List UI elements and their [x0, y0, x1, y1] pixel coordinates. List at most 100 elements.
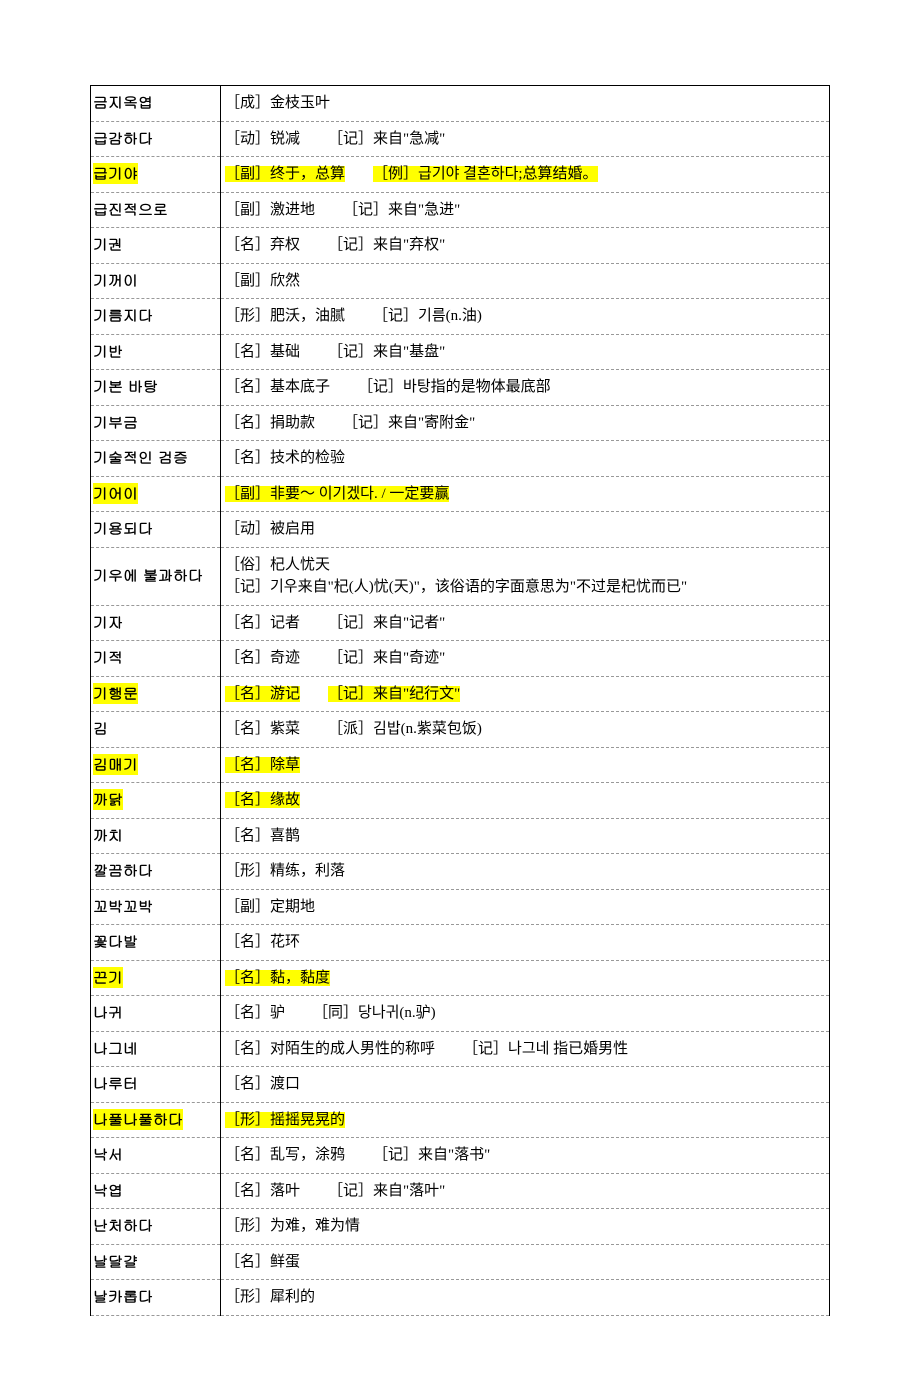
term-text: 급진적으로	[93, 199, 168, 220]
term-text: 까닭	[93, 789, 123, 810]
definition-segment: ［名］捐助款	[225, 415, 315, 431]
term-text: 기본 바탕	[93, 376, 158, 397]
term-cell: 낙서	[91, 1138, 221, 1174]
definition-segment: ［动］被启用	[225, 521, 315, 537]
table-row: 낙엽 ［名］落叶［记］来自"落叶"	[91, 1173, 830, 1209]
term-text: 기행문	[93, 683, 138, 704]
term-cell: 나귀	[91, 996, 221, 1032]
table-row: 끈기［名］黏，黏度	[91, 960, 830, 996]
term-text: 깔끔하다	[93, 860, 153, 881]
table-row: 급기야［副］终于，总算［例］급기야 결혼하다;总算结婚。	[91, 157, 830, 193]
table-row: 기자 ［名］记者［记］来自"记者"	[91, 605, 830, 641]
term-cell: 나루터	[91, 1067, 221, 1103]
table-row: 나그네 ［名］对陌生的成人男性的称呼 ［记］나그네 指已婚男性	[91, 1031, 830, 1067]
definition-cell: ［名］对陌生的成人男性的称呼 ［记］나그네 指已婚男性	[221, 1031, 830, 1067]
table-row: 기반［名］基础［记］来自"基盘"	[91, 334, 830, 370]
term-text: 날카롭다	[93, 1286, 153, 1307]
term-text: 기반	[93, 341, 123, 362]
term-text: 기자	[93, 612, 123, 633]
definition-segment: ［副］激进地	[225, 202, 315, 218]
term-cell: 기자	[91, 605, 221, 641]
term-text: 급기야	[93, 163, 138, 184]
table-row: 금지옥엽［成］金枝玉叶	[91, 86, 830, 122]
definition-segment: ［记］바탕指的是物体最底部	[358, 379, 551, 395]
term-cell: 나그네	[91, 1031, 221, 1067]
definition-segment: ［形］肥沃，油腻	[225, 308, 345, 324]
definition-segment: ［名］对陌生的成人男性的称呼	[225, 1041, 435, 1057]
term-text: 기어이	[93, 483, 138, 504]
definition-cell: ［名］花环	[221, 925, 830, 961]
term-cell: 기권	[91, 228, 221, 264]
definition-segment: ［名］基础	[225, 344, 300, 360]
definition-segment: ［名］驴	[225, 1005, 285, 1021]
table-row: 기우에 불과하다［俗］杞人忧天［记］기우来自"杞(人)忧(天)"，该俗语的字面意…	[91, 547, 830, 605]
definition-segment: ［成］金枝玉叶	[225, 95, 330, 111]
term-text: 기술적인 검증	[93, 447, 188, 468]
definition-cell: ［名］记者［记］来自"记者"	[221, 605, 830, 641]
table-row: 기행문［名］游记［记］来自"纪行文"	[91, 676, 830, 712]
term-text: 날달걀	[93, 1251, 138, 1272]
term-text: 기름지다	[93, 305, 153, 326]
definition-cell: ［形］肥沃，油腻［记］기름(n.油)	[221, 299, 830, 335]
vocab-table: 금지옥엽［成］金枝玉叶급감하다［动］锐减［记］来自"急减"급기야［副］终于，总算…	[90, 85, 830, 1316]
definition-segment: ［记］来自"奇迹"	[328, 650, 445, 666]
term-cell: 나풀나풀하다	[91, 1102, 221, 1138]
definition-cell: ［副］欣然	[221, 263, 830, 299]
definition-segment: ［名］喜鹊	[225, 828, 300, 844]
definition-cell: ［名］紫菜［派］김밥(n.紫菜包饭)	[221, 712, 830, 748]
term-cell: 급감하다	[91, 121, 221, 157]
definition-segment: ［名］鲜蛋	[225, 1254, 300, 1270]
term-text: 김매기	[93, 754, 138, 775]
definition-segment: ［记］来自"弃权"	[328, 237, 445, 253]
definition-segment: ［记］나그네 指已婚男性	[463, 1041, 628, 1057]
table-row: 까치［名］喜鹊	[91, 818, 830, 854]
definition-cell: ［动］被启用	[221, 512, 830, 548]
table-row: 기부금［名］捐助款［记］来自"寄附金"	[91, 405, 830, 441]
definition-segment: ［形］为难，难为情	[225, 1218, 360, 1234]
term-cell: 기부금	[91, 405, 221, 441]
definition-segment: ［名］缘故	[225, 792, 300, 808]
definition-cell: ［名］缘故	[221, 783, 830, 819]
definition-segment: ［名］紫菜	[225, 721, 300, 737]
definition-segment: ［形］犀利的	[225, 1289, 315, 1305]
definition-segment: ［名］基本底子	[225, 379, 330, 395]
term-cell: 기반	[91, 334, 221, 370]
term-cell: 끈기	[91, 960, 221, 996]
table-row: 기적［名］奇迹［记］来自"奇迹"	[91, 641, 830, 677]
term-text: 낙엽	[93, 1180, 123, 1201]
definition-cell: ［名］乱写，涂鸦［记］来自"落书"	[221, 1138, 830, 1174]
term-text: 나그네	[93, 1038, 138, 1059]
table-row: 급감하다［动］锐减［记］来自"急减"	[91, 121, 830, 157]
definition-segment: ［动］锐减	[225, 131, 300, 147]
term-cell: 꼬박꼬박	[91, 889, 221, 925]
table-row: 기권［名］弃权 ［记］来自"弃权"	[91, 228, 830, 264]
definition-segment: ［记］来自"落书"	[373, 1147, 490, 1163]
term-text: 나풀나풀하다	[93, 1109, 183, 1130]
definition-cell: ［形］犀利的	[221, 1280, 830, 1316]
definition-cell: ［成］金枝玉叶	[221, 86, 830, 122]
table-body: 금지옥엽［成］金枝玉叶급감하다［动］锐减［记］来自"急减"급기야［副］终于，总算…	[91, 86, 830, 1316]
definition-cell: ［名］落叶［记］来自"落叶"	[221, 1173, 830, 1209]
term-cell: 날카롭다	[91, 1280, 221, 1316]
term-cell: 기우에 불과하다	[91, 547, 221, 605]
term-cell: 급진적으로	[91, 192, 221, 228]
table-row: 기꺼이［副］欣然	[91, 263, 830, 299]
definition-segment: ［名］弃权	[225, 237, 300, 253]
definition-segment: ［形］摇摇晃晃的	[225, 1112, 345, 1128]
definition-segment: ［副］非要～ 이기겠다. / 一定要赢	[225, 486, 449, 502]
term-text: 기부금	[93, 412, 138, 433]
term-text: 기우에 불과하다	[93, 565, 203, 586]
definition-segment: ［副］欣然	[225, 273, 300, 289]
definition-segment: ［名］除草	[225, 757, 300, 773]
definition-cell: ［副］激进地［记］来自"急进"	[221, 192, 830, 228]
table-row: 급진적으로 ［副］激进地［记］来自"急进"	[91, 192, 830, 228]
table-row: 나귀［名］驴［同］당나귀(n.驴)	[91, 996, 830, 1032]
term-text: 나루터	[93, 1073, 138, 1094]
definition-cell: ［名］渡口	[221, 1067, 830, 1103]
term-text: 꼬박꼬박	[93, 896, 153, 917]
definition-segment: ［名］技术的检验	[225, 450, 345, 466]
term-text: 기적	[93, 647, 123, 668]
definition-cell: ［名］基本底子 ［记］바탕指的是物体最底部	[221, 370, 830, 406]
definition-segment: ［记］来自"记者"	[328, 615, 445, 631]
term-text: 꽃다발	[93, 931, 138, 952]
